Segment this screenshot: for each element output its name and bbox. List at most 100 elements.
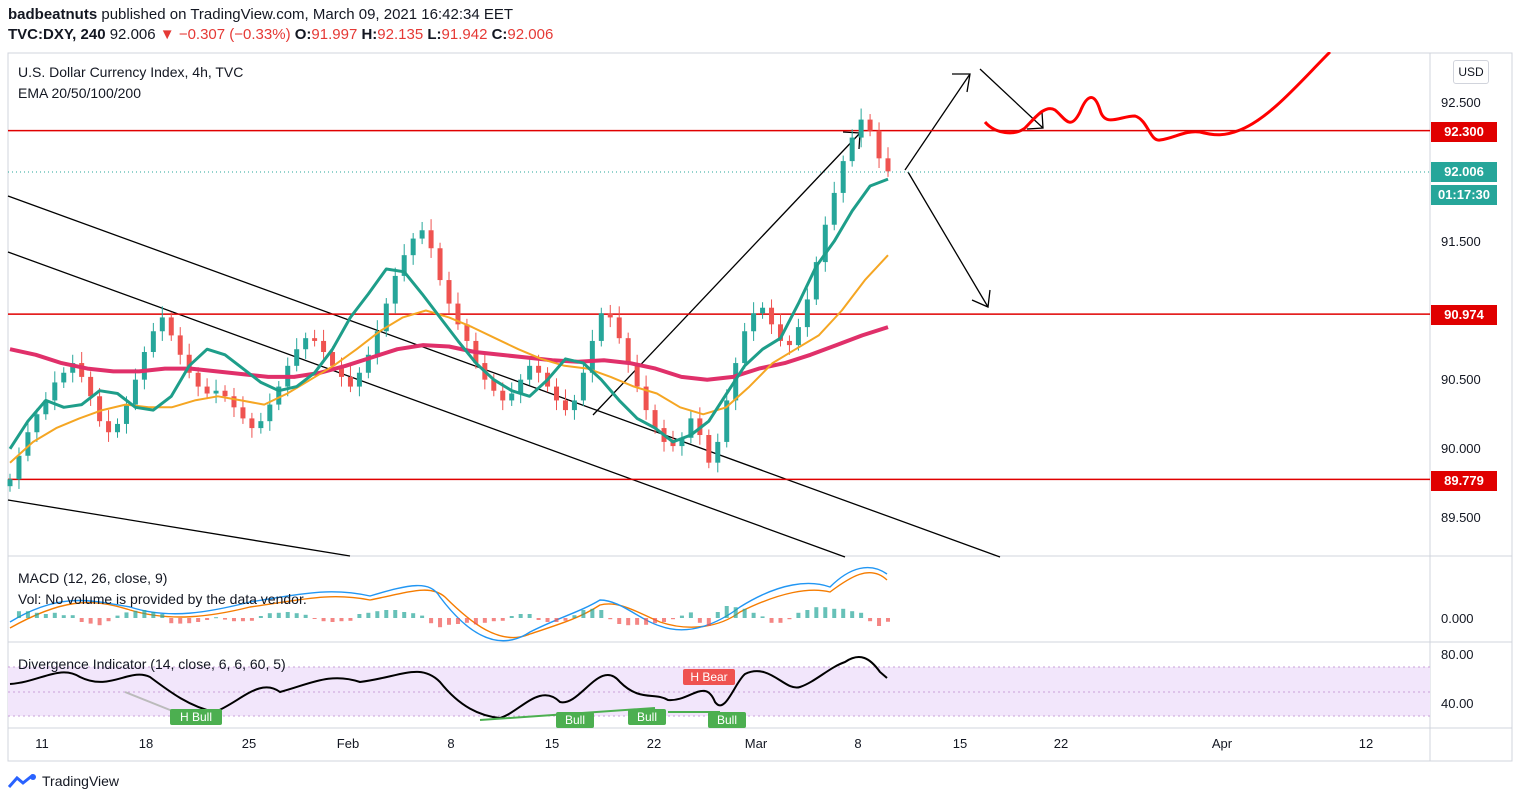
candle-body — [652, 410, 658, 429]
candle-body — [150, 331, 156, 352]
macd-bar — [563, 618, 568, 621]
candle-body — [571, 400, 577, 411]
macd-bar — [142, 610, 147, 618]
macd-bar — [769, 618, 774, 623]
candle-body — [500, 390, 506, 401]
macd-bar — [294, 613, 299, 618]
projection-path — [983, 52, 1332, 142]
price-tick: 89.500 — [1441, 510, 1481, 525]
macd-bar — [527, 614, 532, 618]
low-label: L: — [427, 26, 442, 43]
macd-bar — [473, 618, 478, 625]
macd-bar — [599, 610, 604, 618]
macd-bar — [662, 618, 667, 622]
divergence-tag-bull: Bull — [628, 709, 666, 725]
macd-bar — [375, 611, 380, 618]
price-tick: 90.000 — [1441, 441, 1481, 456]
close-value: 92.006 — [507, 26, 554, 43]
candle-body — [312, 338, 318, 341]
candle-body — [294, 349, 300, 366]
candle-body — [580, 372, 586, 401]
macd-bar — [357, 614, 362, 618]
macd-tick: 0.000 — [1441, 611, 1474, 626]
macd-bar — [724, 606, 729, 618]
divergence-tag-label: Bull — [637, 710, 657, 724]
symbol-label: TVC:DXY, 240 — [8, 26, 106, 43]
macd-bar — [455, 618, 460, 624]
macd-bar — [52, 612, 57, 618]
macd-bar — [706, 618, 711, 626]
divergence-title[interactable]: Divergence Indicator (14, close, 6, 6, 6… — [18, 656, 286, 672]
macd-bar — [276, 612, 281, 618]
macd-bar — [303, 614, 308, 618]
publisher-name[interactable]: badbeatnuts — [8, 6, 98, 23]
indicator-label[interactable]: EMA 20/50/100/200 — [18, 85, 141, 101]
macd-bar — [482, 618, 487, 623]
chart-svg[interactable]: H Bull Bull Bull Bull H Bear — [0, 52, 1519, 762]
macd-bar — [760, 616, 765, 618]
macd-bar — [688, 612, 693, 618]
tradingview-logo[interactable]: TradingView — [8, 773, 119, 789]
macd-bar — [34, 612, 39, 618]
candle-body — [679, 437, 685, 447]
macd-bar — [214, 617, 219, 619]
candle-body — [141, 352, 147, 380]
candle-body — [625, 338, 631, 364]
candle-body — [598, 313, 604, 341]
macd-bar — [670, 618, 675, 620]
candle-body — [849, 137, 855, 162]
scenario-up-arrowhead — [952, 73, 971, 93]
macd-bar — [653, 618, 658, 624]
published-text: published on TradingView.com, March 09, … — [101, 6, 514, 23]
candle-body — [751, 313, 757, 332]
time-tick: 15 — [544, 736, 560, 751]
candle-body — [410, 238, 416, 256]
macd-bar — [590, 608, 595, 618]
price-tick: 90.500 — [1441, 372, 1481, 387]
macd-bar — [581, 610, 586, 618]
candle-body — [491, 379, 497, 391]
time-tick: 15 — [952, 736, 968, 751]
macd-bar — [805, 610, 810, 618]
candle-body — [330, 352, 336, 366]
ema200-line — [9, 325, 889, 382]
candle-body — [419, 230, 425, 239]
time-tick: Mar — [744, 736, 768, 751]
macd-bar — [106, 618, 111, 622]
macd-title[interactable]: MACD (12, 26, close, 9) — [18, 570, 168, 586]
candle-body — [374, 331, 380, 355]
macd-bar — [366, 612, 371, 618]
candle-body — [132, 379, 138, 405]
candle-body — [437, 248, 443, 281]
publish-line: badbeatnuts published on TradingView.com… — [8, 6, 513, 23]
macd-bar — [151, 612, 156, 618]
candle-body — [195, 372, 201, 387]
candle-body — [106, 421, 112, 433]
macd-bar — [617, 618, 622, 624]
last-value: 92.006 — [109, 26, 156, 43]
candle-body — [428, 230, 434, 249]
candle-body — [231, 396, 237, 408]
candle-body — [840, 161, 846, 193]
time-tick: 22 — [1053, 736, 1069, 751]
candle-body — [769, 307, 775, 325]
candle-body — [706, 435, 712, 463]
macd-bar — [79, 618, 84, 622]
macd-bar — [778, 618, 783, 623]
macd-bar — [249, 618, 254, 621]
macd-bar — [500, 618, 505, 621]
candle-body — [831, 192, 837, 225]
macd-bar — [88, 618, 93, 624]
macd-bar — [635, 618, 640, 625]
ohlc-line: TVC:DXY, 240 92.006 ▼ −0.307 (−0.33%) O:… — [8, 26, 553, 43]
time-tick: 18 — [138, 736, 154, 751]
currency-button[interactable]: USD — [1453, 60, 1489, 84]
candle-body — [518, 379, 524, 394]
high-value: 92.135 — [377, 26, 424, 43]
divergence-tag-bull: Bull — [708, 712, 746, 728]
candle-body — [554, 386, 560, 401]
candle-body — [43, 400, 49, 415]
macd-bar — [187, 618, 192, 624]
channel-line-upper — [7, 195, 1001, 558]
macd-bar — [832, 608, 837, 618]
